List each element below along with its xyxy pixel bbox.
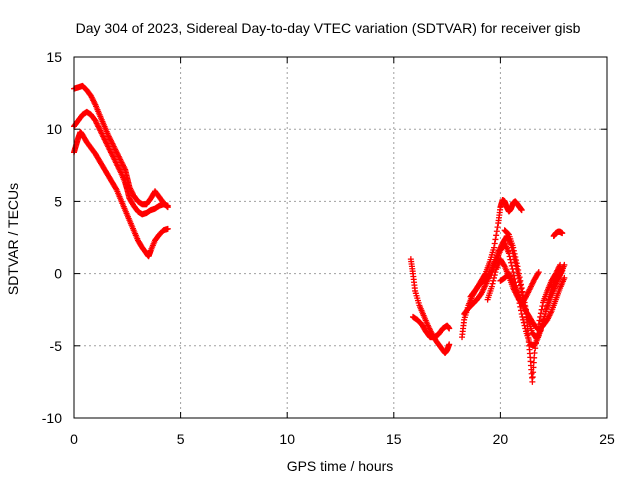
data-point [491,274,498,281]
series-early-middle-track [71,108,171,218]
data-point [492,269,499,276]
x-tick-label: 5 [177,431,185,447]
data-point [508,262,515,269]
data-point [516,274,523,281]
data-point [509,266,516,273]
data-point [561,274,568,281]
data-point [513,260,520,267]
data-point [518,207,525,214]
data-point [534,330,541,337]
y-tick-label: -5 [50,338,63,354]
data-point [490,277,497,284]
data-point [493,228,500,235]
data-point [539,303,546,310]
data-point [446,325,453,332]
data-point [517,277,524,284]
data-point [535,325,542,332]
series-late-track-h [484,256,542,307]
chart-title: Day 304 of 2023, Sidereal Day-to-day VTE… [76,20,581,36]
data-point [533,335,540,342]
x-tick-label: 20 [493,431,509,447]
data-point [531,350,538,357]
x-axis-label: GPS time / hours [287,458,394,474]
data-point [537,310,544,317]
data-point [510,269,517,276]
data-point [508,259,515,266]
x-tick-labels: 0 5 10 15 20 25 [70,431,615,447]
data-points [71,82,568,385]
x-tick-label: 15 [386,431,402,447]
data-point [506,253,513,260]
data-point [518,307,525,314]
data-point [532,345,539,352]
data-point [520,319,527,326]
data-point [557,261,564,268]
data-point [511,250,518,257]
data-point [512,253,519,260]
y-axis-label: SDTVAR / TECUs [5,183,21,295]
data-point [507,256,514,263]
series-early-lower-track [71,129,171,260]
y-tick-label: 0 [54,266,62,282]
data-point [489,280,496,287]
grid-lines [74,57,607,418]
x-tick-label: 25 [599,431,615,447]
y-tick-label: 5 [54,193,62,209]
data-point [522,303,529,310]
series-late-track-b [409,313,453,341]
data-point [535,321,542,328]
x-tick-label: 0 [70,431,78,447]
data-point [493,232,500,239]
data-point [513,257,520,264]
data-point [535,270,542,277]
data-point [492,236,499,243]
data-point [536,317,543,324]
data-point [505,250,512,257]
series-late-track-a [407,256,453,357]
plot-frame [73,56,608,419]
data-point [491,244,498,251]
data-point [535,269,542,276]
data-point [519,288,526,295]
y-tick-labels: -10 -5 0 5 10 15 [42,49,62,426]
data-point [510,247,517,254]
data-point [518,285,525,292]
data-point [532,340,539,347]
axis-ticks [73,56,608,419]
x-tick-label: 10 [279,431,295,447]
data-point [164,202,171,209]
data-point [491,272,498,279]
data-point [510,244,517,251]
data-point [494,224,501,231]
data-point [520,316,527,323]
data-point [559,230,566,237]
series-early-upper-track [71,82,171,211]
data-point [515,266,522,273]
y-tick-label: -10 [42,410,62,426]
data-point [519,313,526,320]
data-point [488,283,495,290]
data-point [164,225,171,232]
data-point [514,263,521,270]
y-tick-label: 10 [46,121,62,137]
data-point [515,270,522,277]
data-point [446,341,453,348]
series-late-track-i [550,228,566,240]
data-point [491,240,498,247]
data-point [538,306,545,313]
y-tick-label: 15 [46,49,62,65]
data-point [537,313,544,320]
data-point [518,281,525,288]
